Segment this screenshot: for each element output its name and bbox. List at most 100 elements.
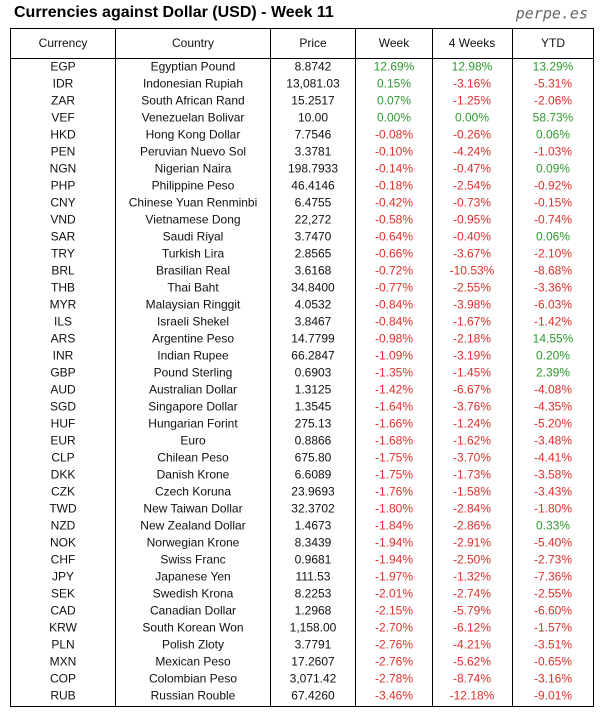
ytd-change: -1.80%	[534, 502, 572, 516]
ytd-change: -2.73%	[534, 553, 572, 567]
country: Czech Koruna	[155, 485, 231, 499]
column-header: Price	[299, 36, 327, 50]
week-change: -1.84%	[375, 519, 413, 533]
ytd-change: -3.48%	[534, 434, 572, 448]
currency-code: INR	[53, 349, 74, 363]
country: South African Rand	[141, 94, 244, 108]
four-week-change: -6.12%	[453, 621, 491, 635]
four-week-change: -2.50%	[453, 553, 491, 567]
price: 8.3439	[295, 536, 332, 550]
week-change: -1.66%	[375, 417, 413, 431]
week-change: -2.15%	[375, 604, 413, 618]
price: 275.13	[295, 417, 332, 431]
country: Swedish Krona	[153, 587, 234, 601]
four-week-change: 12.98%	[452, 60, 493, 74]
week-change: -1.76%	[375, 485, 413, 499]
ytd-change: -7.36%	[534, 570, 572, 584]
week-change: -0.10%	[375, 145, 413, 159]
country: Singapore Dollar	[148, 400, 237, 414]
four-week-change: -3.70%	[453, 451, 491, 465]
ytd-change: 0.20%	[536, 349, 570, 363]
week-change: -2.76%	[375, 638, 413, 652]
title: Currencies against Dollar (USD) - Week 1…	[14, 4, 334, 21]
column-header: Currency	[39, 36, 88, 50]
week-change: -0.66%	[375, 247, 413, 261]
country: Argentine Peso	[152, 332, 234, 346]
currency-code: PHP	[51, 179, 76, 193]
week-change: -2.76%	[375, 655, 413, 669]
ytd-change: -9.01%	[534, 689, 572, 703]
four-week-change: -3.76%	[453, 400, 491, 414]
price: 14.7799	[291, 332, 335, 346]
ytd-change: -1.03%	[534, 145, 572, 159]
four-week-change: -8.74%	[453, 672, 491, 686]
price: 22,272	[295, 213, 332, 227]
price: 0.8866	[295, 434, 332, 448]
country: Norwegian Krone	[147, 536, 240, 550]
currency-code: VND	[50, 213, 76, 227]
country: Swiss Franc	[160, 553, 225, 567]
week-change: -0.64%	[375, 230, 413, 244]
ytd-change: -3.51%	[534, 638, 572, 652]
ytd-change: 14.55%	[533, 332, 574, 346]
price: 3.7791	[295, 638, 332, 652]
price: 66.2847	[291, 349, 335, 363]
four-week-change: -12.18%	[450, 689, 495, 703]
ytd-change: -3.43%	[534, 485, 572, 499]
four-week-change: -3.67%	[453, 247, 491, 261]
price: 23.9693	[291, 485, 335, 499]
country: Australian Dollar	[149, 383, 237, 397]
ytd-change: -2.55%	[534, 587, 572, 601]
country: New Taiwan Dollar	[143, 502, 242, 516]
price: 0.6903	[295, 366, 332, 380]
week-change: 12.69%	[374, 60, 415, 74]
week-change: -2.70%	[375, 621, 413, 635]
currency-code: BRL	[51, 264, 75, 278]
currency-code: CZK	[51, 485, 75, 499]
country: Japanese Yen	[155, 570, 230, 584]
price: 7.7546	[295, 128, 332, 142]
country: Russian Rouble	[151, 689, 236, 703]
ytd-change: 0.06%	[536, 128, 570, 142]
four-week-change: -2.74%	[453, 587, 491, 601]
ytd-change: 2.39%	[536, 366, 570, 380]
country: Indonesian Rupiah	[143, 77, 243, 91]
week-change: -0.58%	[375, 213, 413, 227]
price: 1.3545	[295, 400, 332, 414]
price: 46.4146	[291, 179, 335, 193]
price: 0.9681	[295, 553, 332, 567]
country: Colombian Peso	[149, 672, 237, 686]
ytd-change: -4.08%	[534, 383, 572, 397]
ytd-change: -0.15%	[534, 196, 572, 210]
currency-code: DKK	[51, 468, 76, 482]
price: 1.3125	[295, 383, 332, 397]
currency-code: AUD	[50, 383, 76, 397]
four-week-change: -1.58%	[453, 485, 491, 499]
country: Chilean Peso	[157, 451, 229, 465]
country: South Korean Won	[142, 621, 243, 635]
four-week-change: -1.32%	[453, 570, 491, 584]
four-week-change: -4.24%	[453, 145, 491, 159]
price: 6.6089	[295, 468, 332, 482]
currency-code: PEN	[51, 145, 76, 159]
country: Brasilian Real	[156, 264, 230, 278]
price: 15.2517	[291, 94, 335, 108]
price: 675.80	[295, 451, 332, 465]
country: Israeli Shekel	[157, 315, 229, 329]
ytd-change: -4.35%	[534, 400, 572, 414]
four-week-change: -2.84%	[453, 502, 491, 516]
currency-code: HUF	[51, 417, 76, 431]
price: 6.4755	[295, 196, 332, 210]
four-week-change: -1.73%	[453, 468, 491, 482]
four-week-change: -2.55%	[453, 281, 491, 295]
column-header: Country	[172, 36, 214, 50]
four-week-change: -4.21%	[453, 638, 491, 652]
currency-code: CAD	[50, 604, 76, 618]
currency-code: EUR	[50, 434, 76, 448]
four-week-change: -0.95%	[453, 213, 491, 227]
four-week-change: -3.16%	[453, 77, 491, 91]
ytd-change: -0.74%	[534, 213, 572, 227]
currency-code: CNY	[50, 196, 75, 210]
ytd-change: 0.33%	[536, 519, 570, 533]
week-change: -1.64%	[375, 400, 413, 414]
